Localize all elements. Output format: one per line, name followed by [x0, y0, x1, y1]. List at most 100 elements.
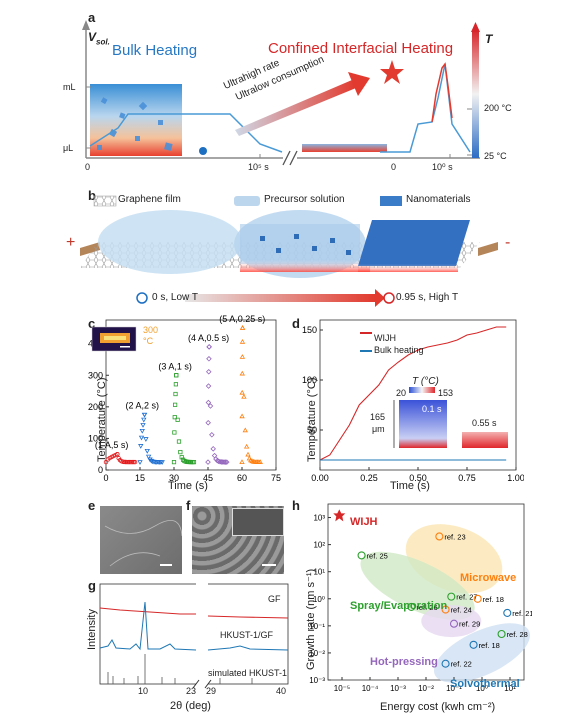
- c-data-point: [257, 459, 263, 464]
- h-ref-marker: [469, 640, 478, 649]
- c-data-point: [245, 451, 251, 457]
- h-ref-marker: [449, 619, 459, 628]
- h-ref-label: ref. 23: [444, 532, 465, 541]
- c-pulse-label: (1 A,5 s): [95, 440, 129, 450]
- panel-label-b: b: [88, 188, 96, 203]
- c-data-point: [206, 344, 212, 350]
- c-data-point: [144, 448, 150, 454]
- h-xtick: 10⁻⁵: [334, 684, 350, 693]
- c-data-point: [241, 393, 247, 399]
- c-data-point: [124, 459, 130, 465]
- right-tick-200: 200 °C: [484, 103, 512, 113]
- h-ytick: 10¹: [313, 568, 325, 577]
- c-data-point: [242, 427, 248, 433]
- h-ref-label: ref. 18: [483, 595, 504, 604]
- legend-precursor-solution: Precursor solution: [264, 194, 345, 205]
- c-data-point: [173, 382, 178, 387]
- c-ytick: 300: [88, 370, 103, 380]
- trace-simulated: simulated HKUST-1: [208, 668, 288, 678]
- h-ytick: 10⁻²: [309, 649, 325, 658]
- c-data-point: [141, 412, 148, 418]
- x-tick-right-0: 0: [391, 162, 397, 172]
- inset-time-2: 0.55 s: [472, 418, 497, 428]
- region-hot-pressing: Hot-pressing: [370, 656, 438, 668]
- panel-h-xlabel: Energy cost (kwh cm⁻²): [380, 701, 496, 713]
- h-ytick: 10⁻¹: [309, 622, 325, 631]
- g-xtick-23: 23: [186, 686, 197, 696]
- h-ref-label: ref. 25: [367, 551, 388, 560]
- right-tick-25: 25 °C: [484, 151, 507, 161]
- c-data-point: [172, 430, 177, 435]
- colorbar-title: T (°C): [412, 376, 439, 387]
- c-data-point: [131, 459, 136, 465]
- h-xtick: 10⁰: [476, 684, 488, 693]
- c-data-point: [214, 457, 221, 464]
- c-xtick: 45: [203, 473, 213, 483]
- c-data-point: [174, 373, 179, 378]
- panel-g-ylabel: Intensity: [86, 609, 98, 650]
- x-tick-left-1e5: 10⁵ s: [248, 162, 269, 172]
- h-ytick: 10³: [313, 514, 325, 523]
- g-xtick-29: 29: [206, 686, 217, 696]
- panel-c-xlabel: Time (s): [168, 480, 208, 492]
- region-solvothermal: Solvothermal: [450, 678, 520, 690]
- c-data-point: [138, 444, 144, 449]
- h-xtick: 10⁻²: [418, 684, 434, 693]
- trace-gf: GF: [268, 594, 281, 604]
- c-pulse-label: (5 A,0.25 s): [219, 314, 265, 324]
- c-xtick: 75: [271, 473, 281, 483]
- panel-label-e: e: [88, 498, 96, 513]
- h-ref-marker: [497, 629, 506, 639]
- panel-a-schematic: [82, 20, 480, 166]
- panel-label-h: h: [292, 498, 300, 513]
- c-data-point: [173, 402, 178, 407]
- c-data-point: [239, 354, 246, 359]
- d-ytick: 100: [302, 375, 317, 385]
- d-xtick: 1.00: [507, 473, 524, 483]
- panel-d-xlabel: Time (s): [390, 480, 430, 492]
- c-ytick: 100: [88, 433, 103, 443]
- panel-label-c: c: [88, 316, 96, 331]
- h-ref-marker: [435, 532, 444, 541]
- electrode-plus: +: [66, 234, 76, 251]
- inset-time-1: 0.1 s: [422, 404, 442, 414]
- c-data-point: [205, 420, 211, 426]
- legend-bulk-line: [360, 350, 372, 352]
- trace-hkust-gf: HKUST-1/GF: [220, 630, 274, 640]
- c-data-point: [127, 459, 132, 465]
- region-spray: Spray/Evaporation: [350, 600, 448, 612]
- h-ref-marker: [473, 594, 482, 603]
- c-data-point: [178, 449, 183, 455]
- panel-g-xlabel: 2θ (deg): [170, 700, 211, 712]
- panel-label-g: g: [88, 578, 96, 593]
- c-xtick: 0: [103, 473, 108, 483]
- h-xtick: 10⁻³: [390, 684, 406, 693]
- sem-image-hkust: [192, 506, 284, 574]
- h-ref-marker: [357, 551, 366, 560]
- h-ref-marker: [441, 659, 450, 668]
- legend-bulk-heating: Bulk heating: [374, 345, 424, 355]
- panel-g-chart: [99, 580, 289, 689]
- c-data-point: [176, 439, 182, 444]
- panel-h-chart: 10⁻⁵ 10⁻⁴ 10⁻³ 10⁻² 10⁻¹ 10⁰ 10¹ 10³ 10² 10¹ 10⁰ 10…: [309, 503, 532, 693]
- d-ytick: 50: [307, 425, 317, 435]
- c-data-point: [140, 423, 146, 428]
- h-ref-marker: [407, 602, 416, 611]
- region-microwave: Microwave: [460, 572, 517, 584]
- c-pulse-label: (4 A,0.5 s): [188, 333, 229, 343]
- legend-wijh-line: [360, 332, 372, 334]
- c-data-point: [143, 437, 149, 442]
- h-ytick: 10²: [313, 541, 325, 550]
- c-data-point: [239, 325, 246, 330]
- panel-d-ylabel: Temperature (°C): [306, 377, 318, 462]
- bulk-heating-title: Bulk Heating: [112, 42, 198, 59]
- legend-wijh: WIJH: [374, 333, 396, 343]
- c-data-point: [126, 459, 131, 465]
- h-ytick: 10⁰: [313, 595, 325, 604]
- c-data-point: [174, 373, 179, 378]
- x-tick-right-1e0: 10⁰ s: [432, 162, 453, 172]
- inset-label-300: 300: [143, 325, 159, 335]
- h-ref-label: ref. 28: [507, 630, 528, 639]
- c-ytick: 200: [88, 402, 103, 412]
- h-xtick: 10⁻⁴: [362, 684, 379, 693]
